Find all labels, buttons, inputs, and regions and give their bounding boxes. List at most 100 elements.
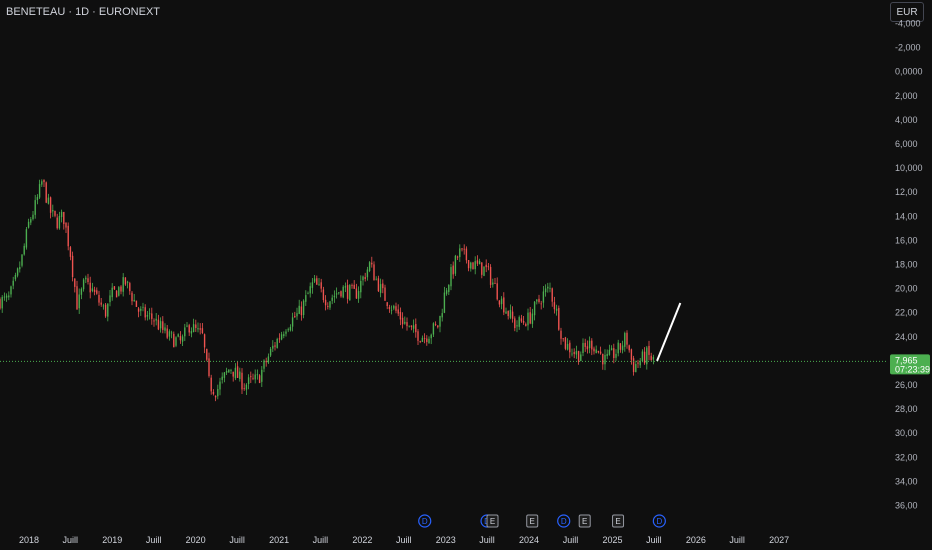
candle-body	[212, 391, 215, 395]
dividend-icon[interactable]: D	[652, 514, 666, 528]
candle-body	[151, 313, 153, 319]
candle-body	[153, 320, 155, 322]
candle-body	[234, 367, 237, 379]
candle-body	[140, 308, 142, 311]
time-axis-label: 2024	[519, 535, 539, 545]
candle-body	[333, 295, 336, 298]
candle-body	[217, 389, 219, 397]
price-tag-background	[890, 354, 930, 375]
candle-body	[580, 354, 582, 362]
candle-body	[241, 372, 243, 390]
candle-body	[379, 284, 382, 293]
candle-body	[461, 248, 463, 250]
candle-body	[437, 325, 439, 328]
price-axis[interactable]: 36,00 34,00 32,00 30,00 28,00 26,00 24,00 22,00…	[895, 19, 923, 511]
candle-body	[544, 288, 547, 293]
candle-body	[291, 317, 294, 327]
candle-body	[261, 369, 263, 382]
earnings-icon[interactable]: E	[612, 514, 625, 528]
price-axis-label: -4,000	[895, 19, 921, 29]
candle-body	[478, 260, 481, 265]
candle-body	[256, 374, 259, 376]
candle-body	[349, 285, 351, 301]
events-row: DDEEDEED	[418, 514, 666, 528]
earnings-icon[interactable]: E	[486, 514, 499, 528]
candle-body	[357, 291, 360, 299]
candle-body	[157, 319, 160, 330]
candle-body	[340, 291, 342, 297]
candle-body	[324, 299, 327, 306]
candle-body	[289, 326, 292, 331]
candle-body	[408, 325, 410, 327]
candle-body	[296, 313, 298, 317]
candle-body	[382, 283, 384, 289]
candle-body	[25, 229, 28, 248]
candle-body	[368, 262, 371, 271]
candle-body	[98, 294, 100, 303]
candle-body	[371, 262, 373, 265]
candle-body	[38, 184, 41, 198]
candle-body	[329, 301, 331, 308]
svg-text:E: E	[490, 517, 495, 526]
time-axis-label: 2023	[436, 535, 456, 545]
candle-body	[635, 364, 637, 373]
candle-body	[250, 376, 252, 378]
candle-body	[252, 377, 254, 379]
candle-body	[331, 297, 333, 301]
candle-body	[423, 338, 426, 339]
candle-body	[285, 331, 287, 334]
earnings-icon[interactable]: E	[578, 514, 591, 528]
candle-body	[584, 342, 586, 347]
candle-body	[652, 357, 655, 360]
candle-body	[377, 278, 380, 292]
time-axis-label: Juill	[63, 535, 79, 545]
dividend-icon[interactable]: D	[418, 514, 432, 528]
candle-body	[569, 342, 571, 353]
candle-body	[632, 358, 635, 373]
candle-body	[575, 351, 578, 355]
candle-body	[190, 331, 193, 334]
price-axis-label: 24,00	[895, 332, 918, 342]
candle-body	[316, 278, 318, 285]
time-axis[interactable]: 2018 Juill 2019 Juill 2020 Juill 2021 Juill 2022…	[19, 535, 789, 545]
candle-body	[195, 324, 197, 328]
candle-body	[181, 336, 184, 342]
dividend-icon[interactable]: D	[557, 514, 571, 528]
time-axis-label: 2018	[19, 535, 39, 545]
currency-button[interactable]: EUR	[890, 2, 924, 22]
time-axis-label: Juill	[729, 535, 745, 545]
price-axis-label: -2,000	[895, 43, 921, 53]
candle-body	[362, 276, 364, 281]
candle-body	[184, 327, 186, 337]
candle-body	[107, 303, 109, 317]
candle-body	[230, 370, 232, 371]
candle-body	[588, 340, 591, 349]
candle-body	[243, 388, 245, 389]
candle-body	[487, 266, 490, 268]
candle-body	[56, 217, 58, 229]
candle-body	[111, 287, 113, 298]
candle-body	[287, 329, 289, 331]
trend-line[interactable]	[656, 302, 682, 362]
price-axis-label: 14,00	[895, 211, 918, 221]
price-axis-label: 12,00	[895, 187, 918, 197]
earnings-icon[interactable]: E	[526, 514, 539, 528]
candle-body	[591, 340, 593, 350]
candle-body	[439, 315, 441, 327]
candle-body	[254, 374, 256, 380]
candle-body	[342, 286, 344, 298]
candle-body	[12, 280, 14, 286]
candle-body	[58, 215, 61, 229]
candle-body	[192, 324, 195, 333]
candle-body	[503, 297, 505, 313]
symbol-title[interactable]: BENETEAU · 1D · EURONEXT	[6, 6, 161, 18]
candle-body	[199, 328, 201, 330]
candle-body	[118, 287, 120, 296]
candle-body	[96, 290, 98, 294]
candle-body	[373, 264, 375, 281]
candle-body	[113, 286, 116, 290]
candle-body	[470, 262, 472, 269]
candle-body	[467, 260, 470, 269]
candle-body	[47, 197, 50, 204]
